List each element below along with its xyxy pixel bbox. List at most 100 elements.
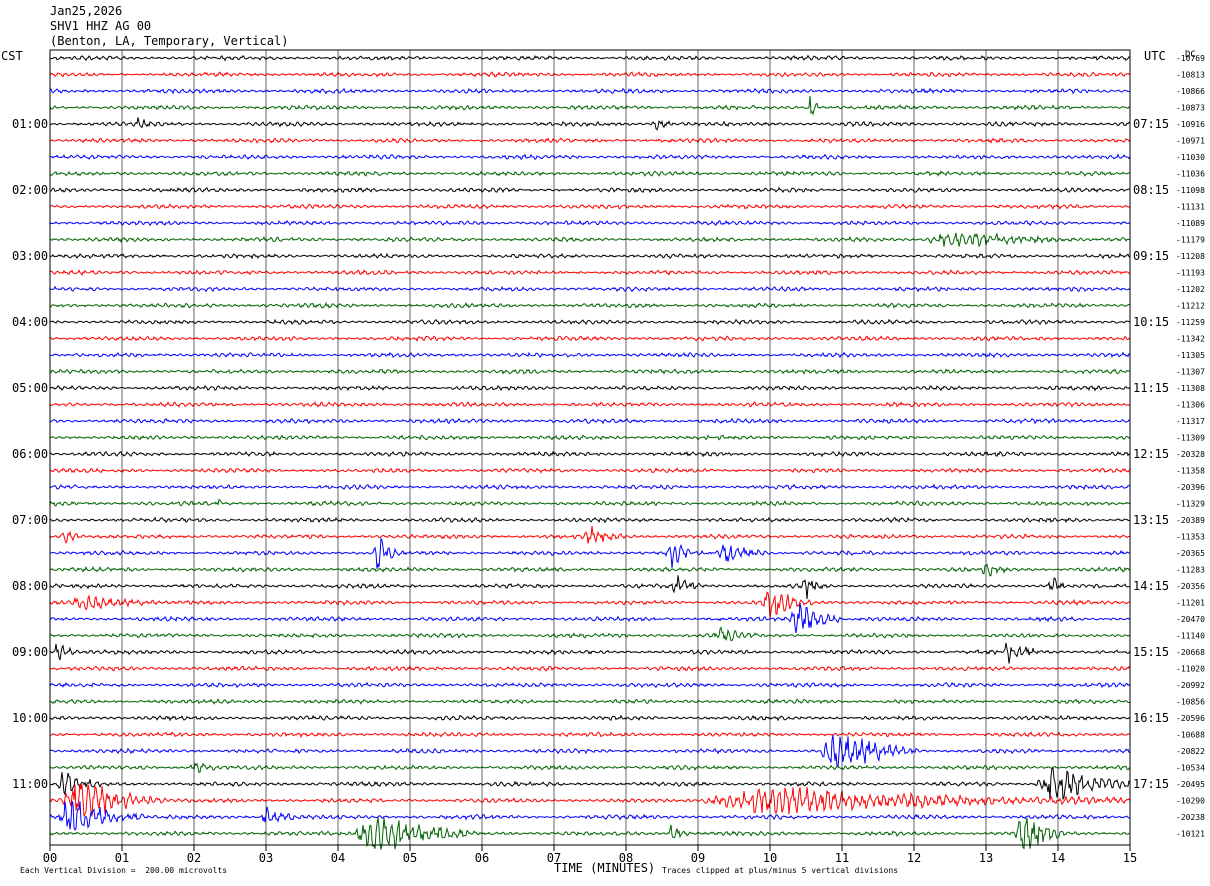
x-tick-label: 10 — [763, 851, 777, 865]
dc-offset-label: -10873 — [1176, 104, 1205, 113]
dc-offset-label: -11259 — [1176, 318, 1205, 327]
dc-offset-label: -10971 — [1176, 137, 1205, 146]
right-hour-label: 09:15 — [1133, 249, 1169, 263]
dc-offset-label: -11358 — [1176, 467, 1205, 476]
dc-offset-label: -10121 — [1176, 830, 1205, 839]
right-hour-label: 08:15 — [1133, 183, 1169, 197]
trace-line — [50, 642, 1131, 664]
dc-offset-label: -20328 — [1176, 450, 1205, 459]
dc-offset-label: -20389 — [1176, 516, 1205, 525]
x-tick-label: 07 — [547, 851, 561, 865]
x-tick-label: 01 — [115, 851, 129, 865]
trace-line — [49, 384, 1131, 392]
dc-offset-label: -20238 — [1176, 813, 1205, 822]
x-tick-label: 13 — [979, 851, 993, 865]
right-timezone-label: UTC — [1144, 49, 1166, 63]
dc-offset-label: -10856 — [1176, 698, 1205, 707]
trace-line — [49, 767, 1131, 801]
dc-offset-label: -10688 — [1176, 731, 1205, 740]
right-hour-label: 17:15 — [1133, 777, 1169, 791]
left-hour-label: 11:00 — [12, 777, 48, 791]
dc-offset-label: -20495 — [1176, 780, 1205, 789]
dc-offset-label: -10290 — [1176, 797, 1205, 806]
dc-offset-label: -10916 — [1176, 120, 1205, 129]
trace-line — [49, 219, 1131, 227]
right-hour-label: 10:15 — [1133, 315, 1169, 329]
dc-offset-label: -20356 — [1176, 582, 1205, 591]
dc-offset-label: -20822 — [1176, 747, 1205, 756]
trace-line — [50, 698, 1131, 705]
trace-line — [49, 203, 1131, 210]
trace-line — [49, 714, 1131, 722]
dc-offset-label: -20596 — [1176, 714, 1205, 723]
dc-offset-label: -11140 — [1176, 632, 1205, 641]
trace-line — [49, 71, 1131, 78]
trace-line — [49, 301, 1131, 309]
dc-offset-label: -10769 — [1176, 54, 1205, 63]
trace-line — [49, 516, 1131, 524]
x-tick-label: 06 — [475, 851, 489, 865]
trace-line — [49, 417, 1131, 425]
location-label: (Benton, LA, Temporary, Vertical) — [50, 34, 289, 48]
dc-offset-label: -20396 — [1176, 483, 1205, 492]
dc-offset-label: -11329 — [1176, 500, 1205, 509]
label-group: -10769 -10813 -10866 -10873 -10916 -10971 -110… — [12, 54, 1205, 865]
x-tick-label: 00 — [43, 851, 57, 865]
trace-line — [49, 434, 1131, 441]
right-hour-label: 14:15 — [1133, 579, 1169, 593]
trace-line — [49, 762, 1131, 773]
trace-line — [49, 137, 1131, 144]
dc-offset-label: -10813 — [1176, 71, 1205, 80]
dc-offset-label: -11305 — [1176, 351, 1205, 360]
trace-line — [49, 681, 1131, 689]
trace-line — [50, 734, 1131, 768]
trace-group — [49, 54, 1131, 850]
trace-line — [49, 232, 1131, 248]
trace-line — [49, 537, 1131, 570]
trace-line — [49, 252, 1131, 260]
x-tick-label: 14 — [1051, 851, 1065, 865]
trace-line — [49, 170, 1131, 177]
dc-offset-label: -11202 — [1176, 285, 1205, 294]
dc-offset-label: -11307 — [1176, 368, 1205, 377]
right-hour-label: 15:15 — [1133, 645, 1169, 659]
trace-line — [49, 591, 1131, 619]
trace-line — [50, 467, 1131, 474]
dc-offset-label: -20365 — [1176, 549, 1205, 558]
trace-line — [49, 269, 1131, 276]
dc-offset-label: -11212 — [1176, 302, 1205, 311]
dc-offset-label: -11036 — [1176, 170, 1205, 179]
trace-line — [49, 153, 1131, 161]
trace-line — [49, 665, 1131, 672]
dc-offset-label: -20992 — [1176, 681, 1205, 690]
left-hour-label: 05:00 — [12, 381, 48, 395]
dc-offset-label: -11179 — [1176, 236, 1205, 245]
x-tick-label: 09 — [691, 851, 705, 865]
x-tick-label: 02 — [187, 851, 201, 865]
trace-line — [49, 784, 1131, 817]
x-tick-label: 05 — [403, 851, 417, 865]
left-hour-label: 09:00 — [12, 645, 48, 659]
dc-offset-label: -11308 — [1176, 384, 1205, 393]
dc-offset-label: -11201 — [1176, 599, 1205, 608]
channel-label: SHV1 HHZ AG 00 — [50, 19, 152, 33]
trace-line — [49, 800, 1131, 831]
left-hour-label: 06:00 — [12, 447, 48, 461]
dc-offset-label: -11283 — [1176, 566, 1205, 575]
dc-offset-label: -11208 — [1176, 252, 1205, 261]
trace-line — [49, 626, 1131, 642]
division-note: Each Vertical Division = 200.00 microvol… — [20, 866, 228, 875]
minute-grid — [49, 49, 1131, 851]
trace-line — [49, 368, 1131, 375]
trace-line — [49, 117, 1131, 131]
dc-offset-label: -11306 — [1176, 401, 1205, 410]
trace-line — [49, 526, 1131, 545]
trace-line — [49, 817, 1131, 850]
dc-offset-label: -20668 — [1176, 648, 1205, 657]
trace-line — [49, 575, 1131, 600]
x-tick-label: 08 — [619, 851, 633, 865]
x-tick-label: 12 — [907, 851, 921, 865]
left-hour-label: 04:00 — [12, 315, 48, 329]
dc-offset-label: -11193 — [1176, 269, 1205, 278]
